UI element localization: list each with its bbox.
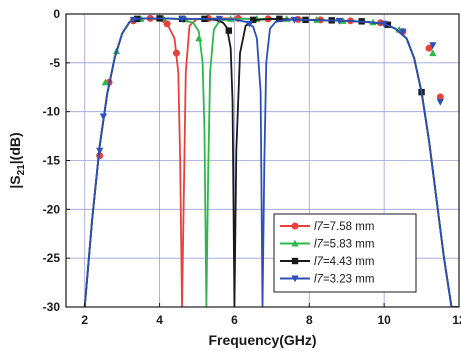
series-2-point-6 xyxy=(276,15,283,23)
legend-label-value-0: =7.58 mm xyxy=(323,221,374,233)
legend-label-value-1: =5.83 mm xyxy=(323,239,374,251)
x-tick-label-1: 4 xyxy=(156,313,163,327)
series-3-point-6 xyxy=(290,16,298,24)
y-tick-label-0: 0 xyxy=(53,7,60,21)
series-2-point-5 xyxy=(249,16,257,24)
series-3-point-7 xyxy=(335,17,343,25)
series-1-point-0 xyxy=(101,78,109,86)
x-axis-title: Frequency(GHz) xyxy=(208,332,316,348)
y-tick-label-4: -20 xyxy=(43,202,61,216)
series-3-point-5 xyxy=(245,20,253,28)
y-axis-title: |S21|(dB) xyxy=(7,132,27,188)
legend-marker-2 xyxy=(291,257,299,265)
legend-marker-1 xyxy=(291,239,299,247)
y-tick-label-2: -10 xyxy=(43,105,61,119)
legend-label-var-0: l7 xyxy=(314,221,324,233)
legend-label-var-2: l7 xyxy=(314,256,324,268)
series-3-point-8 xyxy=(380,20,388,28)
legend-label-0: l7=7.58 mm xyxy=(314,221,374,233)
legend-label-value-2: =4.43 mm xyxy=(323,256,374,268)
series-3-point-4 xyxy=(215,15,224,23)
x-tick-label-0: 2 xyxy=(81,313,88,327)
series-3-point-2 xyxy=(129,16,137,24)
series-3-point-9 xyxy=(399,28,407,36)
series-1-point-5 xyxy=(195,34,203,42)
axis-ticks: 2 4 6 8 10 12 0 -5 -10 -15 -20 -25 -30 xyxy=(43,7,461,327)
series-3-point-11 xyxy=(436,98,444,106)
series-2-point-4 xyxy=(225,27,233,34)
y-tick-label-1: -5 xyxy=(49,56,60,70)
x-tick-label-2: 6 xyxy=(231,313,238,327)
x-tick-label-3: 8 xyxy=(306,313,313,327)
legend-label-var-1: l7 xyxy=(314,239,324,251)
x-tick-label-4: 10 xyxy=(377,313,391,327)
series-3-point-10 xyxy=(429,42,437,50)
series-0-point-5 xyxy=(172,49,180,57)
legend-label-var-3: l7 xyxy=(314,274,324,286)
series-layer xyxy=(83,14,459,307)
y-axis-title-suffix: |(dB) xyxy=(7,132,23,164)
series-3 xyxy=(83,15,459,307)
legend-marker-3 xyxy=(291,275,299,283)
legend-item-0: l7=7.58 mm xyxy=(280,221,374,233)
legend-item-1: l7=5.83 mm xyxy=(280,239,374,251)
y-tick-label-6: -30 xyxy=(43,300,61,314)
legend-label-2: l7=4.43 mm xyxy=(314,256,374,268)
legend-label-value-3: =3.23 mm xyxy=(323,274,374,286)
series-0-point-14 xyxy=(425,44,433,52)
legend-label-3: l7=3.23 mm xyxy=(314,274,374,286)
y-tick-label-3: -15 xyxy=(43,154,61,168)
legend-label-1: l7=5.83 mm xyxy=(314,239,374,251)
series-1-point-13 xyxy=(429,49,437,57)
series-3-point-1 xyxy=(99,113,108,121)
x-tick-label-5: 12 xyxy=(452,313,461,327)
legend-marker-0 xyxy=(291,222,299,230)
y-tick-label-5: -25 xyxy=(43,251,61,265)
series-3-point-0 xyxy=(96,147,104,155)
y-axis-title-prefix: |S xyxy=(7,175,23,188)
legend-item-2: l7=4.43 mm xyxy=(280,256,374,268)
y-axis-title-subscript: 21 xyxy=(16,164,27,176)
series-0-point-4 xyxy=(163,20,171,28)
series-3-point-3 xyxy=(178,15,186,23)
legend-item-3: l7=3.23 mm xyxy=(280,274,374,286)
